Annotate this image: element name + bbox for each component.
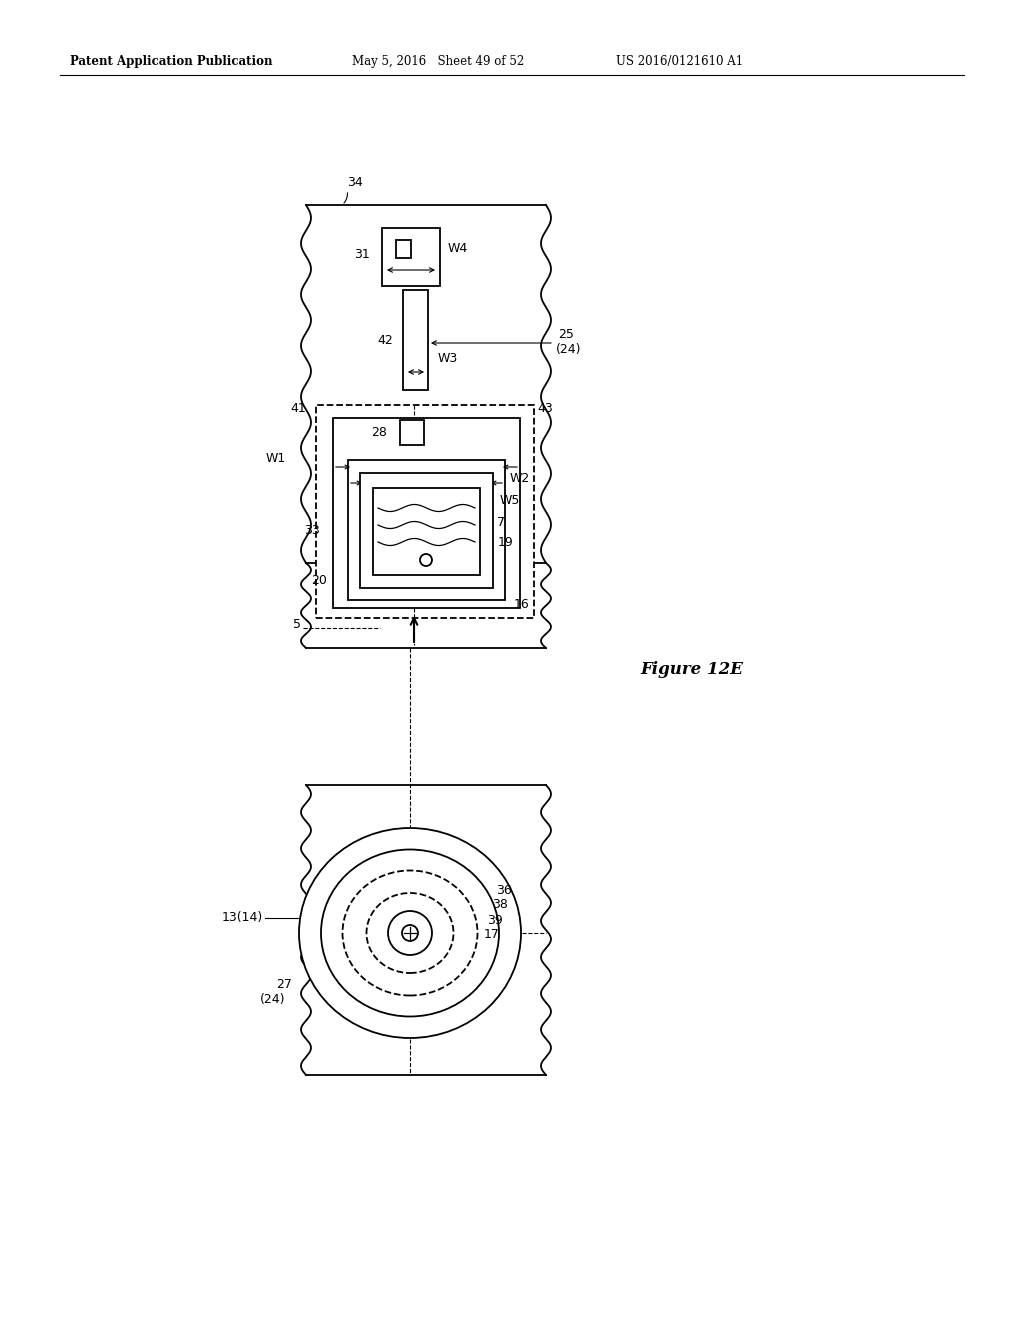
Text: (24): (24) <box>556 343 582 356</box>
Text: 20: 20 <box>311 573 327 586</box>
FancyBboxPatch shape <box>348 459 505 601</box>
Text: 17: 17 <box>484 928 500 941</box>
Text: 42: 42 <box>377 334 393 346</box>
Text: 31: 31 <box>354 248 370 261</box>
Text: 25: 25 <box>558 329 573 342</box>
Text: US 2016/0121610 A1: US 2016/0121610 A1 <box>616 55 743 69</box>
Text: Figure 12E: Figure 12E <box>640 661 742 678</box>
FancyBboxPatch shape <box>316 405 534 618</box>
FancyBboxPatch shape <box>400 420 424 445</box>
Text: W5: W5 <box>500 494 520 507</box>
Text: 38: 38 <box>492 899 508 912</box>
FancyBboxPatch shape <box>396 240 411 257</box>
Text: May 5, 2016   Sheet 49 of 52: May 5, 2016 Sheet 49 of 52 <box>352 55 524 69</box>
Text: 19: 19 <box>498 536 514 549</box>
FancyBboxPatch shape <box>333 418 520 609</box>
Text: Patent Application Publication: Patent Application Publication <box>70 55 272 69</box>
Text: W1: W1 <box>266 451 286 465</box>
Text: 33: 33 <box>304 524 319 536</box>
Circle shape <box>388 911 432 954</box>
Text: 5: 5 <box>293 619 301 631</box>
FancyBboxPatch shape <box>373 488 480 576</box>
Text: (24): (24) <box>259 994 285 1006</box>
Circle shape <box>402 925 418 941</box>
Ellipse shape <box>367 894 454 973</box>
FancyBboxPatch shape <box>403 290 428 389</box>
Text: 41: 41 <box>290 401 306 414</box>
Text: 36: 36 <box>496 883 512 896</box>
Text: 16: 16 <box>514 598 529 611</box>
Text: 27: 27 <box>276 978 292 991</box>
Text: 34: 34 <box>347 176 362 189</box>
Ellipse shape <box>342 870 477 995</box>
FancyBboxPatch shape <box>382 228 440 286</box>
Text: W3: W3 <box>438 351 459 364</box>
Text: 13(14): 13(14) <box>222 912 263 924</box>
Ellipse shape <box>321 850 499 1016</box>
Text: W2: W2 <box>510 471 530 484</box>
FancyBboxPatch shape <box>360 473 493 587</box>
Text: W4: W4 <box>449 242 468 255</box>
Circle shape <box>420 554 432 566</box>
Text: 39: 39 <box>487 913 503 927</box>
Text: 7: 7 <box>497 516 505 529</box>
Ellipse shape <box>299 828 521 1038</box>
Text: 43: 43 <box>537 401 553 414</box>
Text: 28: 28 <box>371 425 387 438</box>
